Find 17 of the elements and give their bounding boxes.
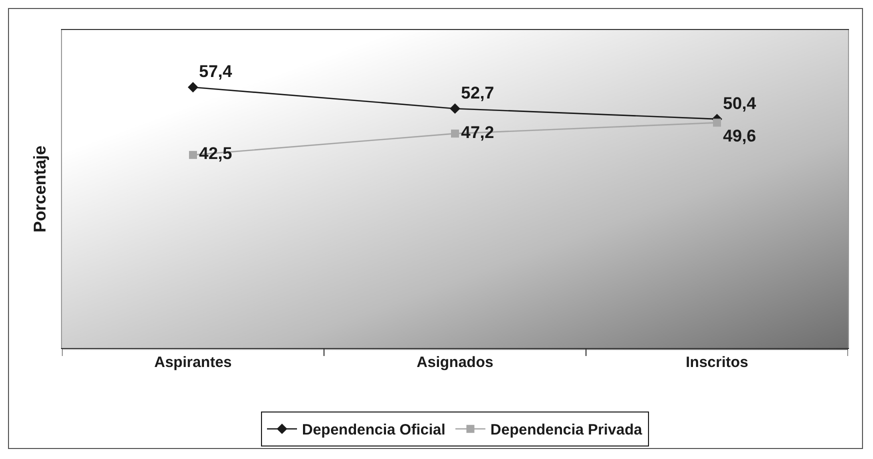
x-tick-label: Asignados: [416, 354, 494, 371]
y-axis-title: Porcentaje: [30, 146, 50, 232]
point: [451, 130, 459, 138]
x-tick-label: Aspirantes: [154, 354, 232, 371]
point: [713, 118, 721, 127]
data-label: 57,4: [199, 62, 233, 81]
legend-label: Dependencia Privada: [490, 422, 643, 439]
data-label: 50,4: [723, 94, 757, 113]
data-label: 52,7: [461, 83, 494, 102]
data-label: 49,6: [723, 126, 756, 146]
data-label: 42,5: [199, 144, 232, 164]
point: [188, 82, 198, 92]
data-label: 47,2: [461, 122, 494, 142]
legend-label: Dependencia Oficial: [302, 422, 446, 439]
x-tick-label: Inscritos: [686, 354, 748, 371]
point: [189, 150, 197, 159]
point: [450, 103, 460, 114]
